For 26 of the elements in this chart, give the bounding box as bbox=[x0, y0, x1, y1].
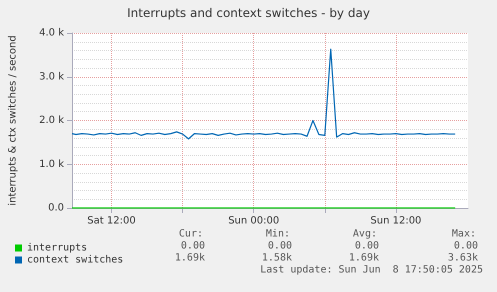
text: 0.00 bbox=[180, 240, 205, 252]
text: Avg: bbox=[352, 228, 377, 240]
text: Min: bbox=[266, 228, 290, 240]
y-axis-title: interrupts & ctx switches / second bbox=[8, 35, 18, 206]
text: 0.00 bbox=[354, 240, 379, 252]
x-tick-label: Sun 12:00 bbox=[370, 216, 422, 226]
text: 0.00 bbox=[268, 240, 292, 252]
text: Cur: bbox=[178, 228, 203, 240]
text: 1.58k bbox=[262, 252, 292, 264]
text: Max: bbox=[452, 228, 476, 240]
line-series bbox=[71, 48, 456, 140]
y-tick-label: 1.0 k bbox=[39, 158, 64, 170]
text: Last update: Sun Jun 8 17:50:05 2025 bbox=[260, 264, 483, 276]
text: 3.63k bbox=[448, 252, 478, 264]
chart-title: Interrupts and context switches - by day bbox=[127, 6, 370, 20]
y-tick-label: 0.0 bbox=[48, 202, 64, 214]
x-tick-label: Sun 00:00 bbox=[228, 216, 280, 226]
legend-label: interrupts bbox=[27, 242, 88, 254]
text: 0.00 bbox=[454, 240, 478, 252]
x-tick-label: Sat 12:00 bbox=[87, 216, 136, 226]
y-tick-label: 4.0 k bbox=[39, 28, 64, 38]
legend-label: context switches bbox=[27, 254, 124, 266]
text: 1.69k bbox=[348, 252, 379, 264]
text: 1.69k bbox=[174, 252, 205, 264]
y-tick-label: 3.0 k bbox=[39, 71, 64, 82]
y-tick-label: 2.0 k bbox=[39, 115, 64, 126]
